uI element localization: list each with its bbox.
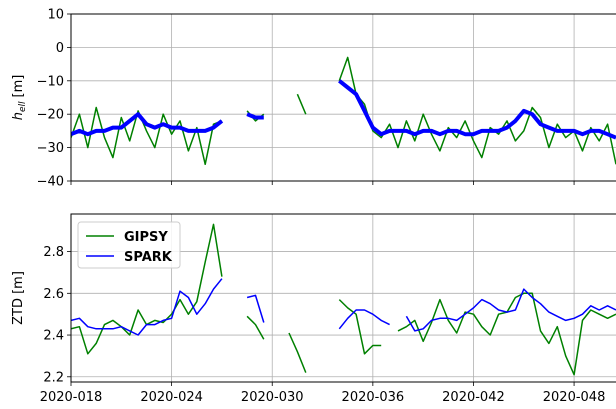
legend-label: SPARK [124,250,173,265]
axes-frame [70,213,616,383]
y-axis-label-subscript: ell [18,101,28,112]
y-tick-label: 2.2 [43,370,64,385]
plot-area [71,223,616,376]
legend-label: GIPSY [124,230,168,245]
x-tick-label: 2020-048 [543,390,606,405]
y-tick-label: −10 [37,74,64,89]
y-tick-label: −40 [37,175,64,190]
y-tick-label: 0 [56,41,64,56]
y-axis-label-unit: [m] [11,75,26,98]
x-tick-label: 2020-024 [140,390,203,405]
y-tick-label: 2.6 [43,287,64,302]
y-tick-label: 10 [47,8,64,23]
y-tick-label: −30 [37,141,64,156]
series-line [71,278,616,336]
x-tick-label: 2020-036 [342,390,405,405]
y-tick-label: 2.4 [43,329,64,344]
x-tick-label: 2020-042 [442,390,505,405]
x-tick-label: 2020-030 [241,390,304,405]
y-axis-label: hell [m] [11,75,28,121]
x-tick-label: 2020-018 [40,390,103,405]
y-tick-label: 2.8 [43,245,64,260]
axes-frame [70,13,616,182]
y-axis-label: ZTD [m] [11,271,26,325]
y-tick-label: −20 [37,108,64,123]
series-line [71,56,616,166]
y-axis-label-symbol: h [11,112,26,120]
series-line [71,79,616,140]
plot-area [71,56,616,166]
